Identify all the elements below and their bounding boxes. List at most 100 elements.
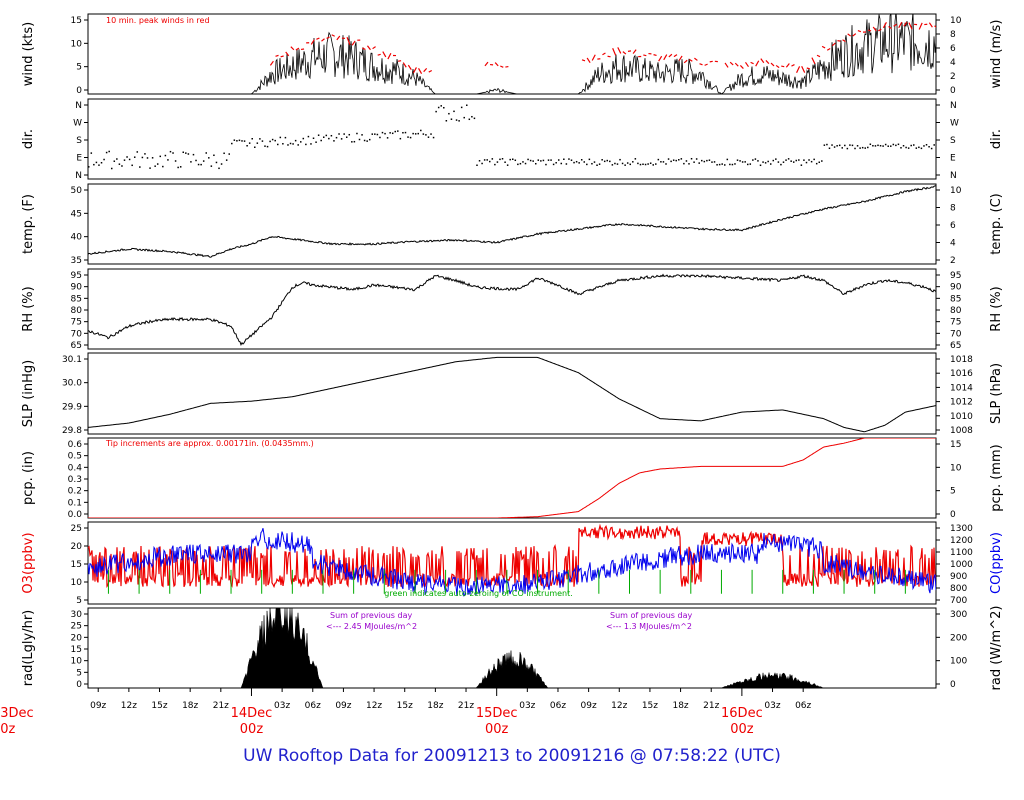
dir-point [348,133,351,136]
dir-point [468,118,471,121]
dir-point [545,163,547,166]
dir-point [103,158,105,161]
dir-point [269,140,271,143]
peak-wind-mark [362,47,366,51]
dir-point [754,158,757,160]
peak-wind-mark [407,64,412,71]
peak-wind-mark [796,66,801,73]
ytick-label-left: 0.2 [68,487,82,497]
dir-point [266,145,269,148]
ylabel-right: SLP (hPa) [989,363,1004,424]
ytick-label-right: N [950,171,957,181]
dir-point [481,162,483,165]
dir-point [792,161,795,163]
ytick-label-right: 80 [950,306,962,316]
xtick-label: 09z [335,701,351,711]
ylabel-right: pcp. (mm) [989,444,1004,511]
ytick-label-left: 25 [71,622,82,632]
series-radiation [88,608,936,688]
wind-annotation: 10 min. peak winds in red [106,16,210,25]
dir-point [496,161,499,163]
ytick-label-right: 8 [950,30,956,40]
ytick-label-left: 25 [71,524,82,534]
ylabel-right: dir. [989,129,1004,149]
peak-wind-mark [816,54,821,58]
dir-point [182,151,185,154]
peak-wind-mark [331,34,335,37]
dir-point [782,161,785,163]
xtick-label: 15z [642,701,658,711]
dir-point [506,164,509,166]
dir-point [749,163,752,165]
peak-wind-mark [377,53,381,56]
peak-wind-mark [428,69,433,73]
panel-slp: 29.8 29.9 30.0 30.1 1008 1010 1012 1014 1016 1018… [21,352,1004,436]
peak-wind-mark [275,54,279,57]
peak-wind-mark [806,67,810,70]
dir-point [578,162,580,164]
peak-wind-mark [852,33,857,37]
dir-point [381,131,384,134]
dir-point [256,142,259,144]
dir-point [149,167,151,169]
dir-point [151,157,154,159]
peak-wind-mark [781,65,785,68]
dir-point [328,137,330,140]
dir-point [494,163,496,166]
dir-point [920,147,923,150]
pcp-annotation: Tip increments are approx. 0.00171in. (0… [105,439,314,448]
ytick-label-left: 0 [76,680,82,690]
peak-wind-mark [372,46,376,50]
peak-wind-mark [683,59,688,64]
ytick-label-right: 90 [950,283,962,293]
ytick-label-left: 85 [71,294,82,304]
dir-point [144,153,146,155]
dir-point [657,158,660,161]
dir-point [739,160,741,162]
dir-point [872,144,874,147]
dir-point [460,106,463,109]
dir-point [322,136,325,138]
ytick-label-left: 30.0 [62,379,82,389]
dir-point [343,133,345,135]
ytick-label-right: 300 [950,610,967,620]
dir-point [534,162,537,165]
peak-wind-mark [903,21,908,27]
dir-point [930,147,933,150]
dir-point [116,158,118,160]
day-label: 15Dec [476,706,518,721]
ytick-label-right: 4 [950,58,956,68]
panel-frame [87,13,937,95]
dir-point [897,143,900,146]
dir-point [499,158,501,161]
dir-point [261,140,264,142]
dir-point [241,140,243,142]
ytick-label-left: 95 [71,271,82,281]
dir-point [915,147,918,149]
dir-point [639,163,642,166]
dir-point [289,142,292,145]
xtick-label: 21z [703,701,719,711]
dir-point [713,161,716,163]
dir-point [105,151,108,154]
dir-point [501,158,504,160]
ytick-label-left: 75 [71,318,82,328]
dir-point [731,163,734,166]
dir-point [601,159,603,161]
peak-wind-mark [678,55,683,61]
dir-point [98,164,100,166]
dir-point [626,162,629,164]
dir-point [591,162,593,165]
dir-point [884,143,887,146]
ytick-label-left: N [75,101,82,111]
dir-point [798,159,800,161]
ytick-label-right: S [950,136,956,146]
dir-point [330,134,333,137]
dir-point [128,158,131,161]
xtick-label: 09z [90,701,106,711]
dir-point [680,158,683,160]
peak-wind-mark [918,22,923,30]
dir-point [787,158,790,160]
dir-point [312,137,315,140]
